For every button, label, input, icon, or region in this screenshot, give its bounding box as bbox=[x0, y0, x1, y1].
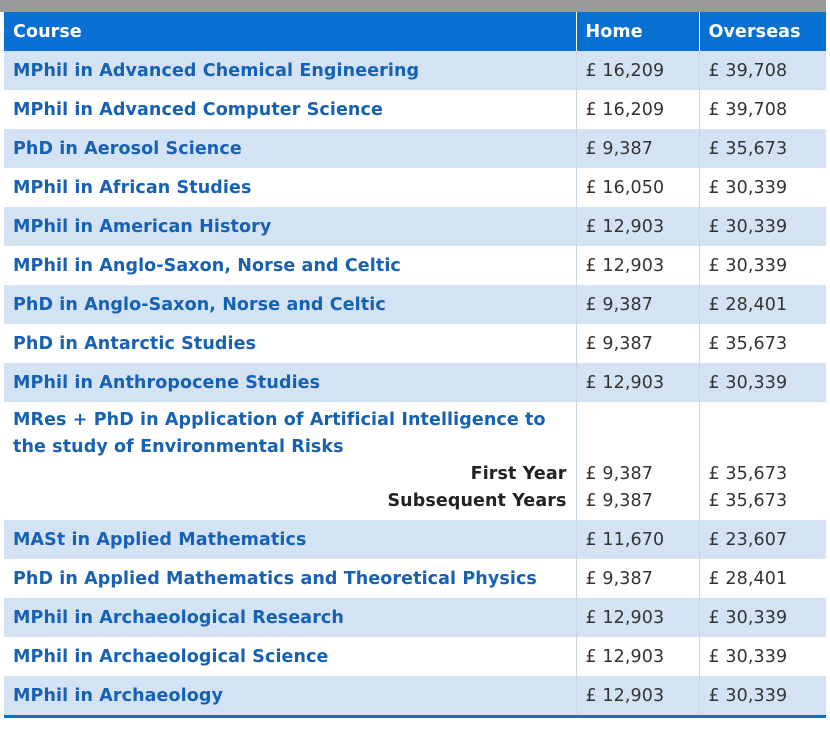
overseas-fee: £ 35,673 bbox=[699, 129, 826, 168]
home-fee: £ 11,670 bbox=[576, 520, 700, 559]
home-fee: £ 16,209 bbox=[576, 51, 700, 90]
column-header-course[interactable]: Course bbox=[4, 12, 577, 51]
table-row: MPhil in American History £ 12,903 £ 30,… bbox=[4, 207, 826, 246]
table-row: MPhil in Archaeology £ 12,903 £ 30,339 bbox=[4, 676, 826, 718]
overseas-fee: £ 30,339 bbox=[699, 207, 826, 246]
table-row: PhD in Aerosol Science £ 9,387 £ 35,673 bbox=[4, 129, 826, 168]
course-link[interactable]: MPhil in Anglo-Saxon, Norse and Celtic bbox=[4, 246, 577, 285]
table-row-multi-year: MRes + PhD in Application of Artificial … bbox=[4, 402, 826, 520]
table-row: PhD in Anglo-Saxon, Norse and Celtic £ 9… bbox=[4, 285, 826, 324]
table-row: MPhil in Archaeological Science £ 12,903… bbox=[4, 637, 826, 676]
course-link[interactable]: PhD in Aerosol Science bbox=[4, 129, 577, 168]
home-fee: £ 9,387 bbox=[576, 324, 700, 363]
course-link[interactable]: PhD in Anglo-Saxon, Norse and Celtic bbox=[4, 285, 577, 324]
home-fee: £ 9,387 bbox=[576, 129, 700, 168]
home-fee: £ 16,209 bbox=[576, 90, 700, 129]
course-link[interactable]: MASt in Applied Mathematics bbox=[4, 520, 577, 559]
course-link[interactable]: MPhil in Advanced Chemical Engineering bbox=[4, 51, 577, 90]
overseas-fee: £ 28,401 bbox=[708, 568, 788, 589]
overseas-fee: £ 30,339 bbox=[699, 598, 826, 637]
cell-spacer bbox=[586, 407, 690, 461]
course-link[interactable]: PhD in Antarctic Studies bbox=[4, 324, 577, 363]
course-link[interactable]: MRes + PhD in Application of Artificial … bbox=[13, 410, 546, 457]
table-row: PhD in Antarctic Studies £ 9,387 £ 35,67… bbox=[4, 324, 826, 363]
home-fee: £ 12,903 bbox=[576, 637, 700, 676]
table-row: MPhil in Advanced Computer Science £ 16,… bbox=[4, 90, 826, 129]
year-label-subsequent: Subsequent Years bbox=[387, 491, 567, 511]
overseas-fee: £ 30,339 bbox=[699, 676, 826, 718]
course-link[interactable]: MPhil in Advanced Computer Science bbox=[4, 90, 577, 129]
home-fee: £ 12,903 bbox=[576, 363, 700, 402]
year-label-first: First Year bbox=[470, 464, 567, 484]
top-bar bbox=[0, 0, 826, 12]
table-row: MPhil in Anthropocene Studies £ 12,903 £… bbox=[4, 363, 826, 402]
course-link[interactable]: MPhil in Anthropocene Studies bbox=[4, 363, 577, 402]
table-row: MPhil in Anglo-Saxon, Norse and Celtic £… bbox=[4, 246, 826, 285]
table-row: MPhil in Archaeological Research £ 12,90… bbox=[4, 598, 826, 637]
home-fee: £ 12,903 bbox=[576, 676, 700, 718]
home-fee: £ 16,050 bbox=[576, 168, 700, 207]
home-fee: £ 12,903 bbox=[576, 207, 700, 246]
course-link[interactable]: MPhil in American History bbox=[4, 207, 577, 246]
overseas-fee: £ 39,708 bbox=[708, 99, 788, 120]
course-link[interactable]: MPhil in Archaeological Science bbox=[4, 637, 577, 676]
home-fee: £ 9,387 bbox=[576, 285, 700, 324]
table-row: MPhil in Advanced Chemical Engineering £… bbox=[4, 51, 826, 90]
overseas-fee: £ 39,708 bbox=[699, 51, 826, 90]
column-header-overseas[interactable]: Overseas bbox=[699, 12, 826, 51]
fees-table: Course Home Overseas MPhil in Advanced C… bbox=[4, 12, 826, 718]
overseas-fee: £ 35,673 bbox=[708, 491, 788, 511]
overseas-fee: £ 23,607 bbox=[699, 520, 826, 559]
overseas-fee-cell: £ 35,673 £ 35,673 bbox=[699, 402, 826, 520]
cell-spacer bbox=[709, 407, 818, 461]
home-fee: £ 12,903 bbox=[576, 246, 700, 285]
overseas-fee: £ 35,673 bbox=[708, 333, 788, 354]
column-header-home[interactable]: Home bbox=[576, 12, 700, 51]
home-fee: £ 9,387 bbox=[585, 491, 653, 511]
overseas-fee: £ 30,339 bbox=[708, 255, 788, 276]
table-row: MASt in Applied Mathematics £ 11,670 £ 2… bbox=[4, 520, 826, 559]
course-link[interactable]: MPhil in African Studies bbox=[4, 168, 577, 207]
table-row: MPhil in African Studies £ 16,050 £ 30,3… bbox=[4, 168, 826, 207]
table-row: PhD in Applied Mathematics and Theoretic… bbox=[4, 559, 826, 598]
overseas-fee: £ 35,673 bbox=[708, 464, 788, 484]
overseas-fee: £ 30,339 bbox=[708, 646, 788, 667]
home-fee: £ 9,387 bbox=[585, 464, 653, 484]
course-link[interactable]: PhD in Applied Mathematics and Theoretic… bbox=[4, 559, 577, 598]
home-fee-cell: £ 9,387 £ 9,387 bbox=[576, 402, 700, 520]
table-header-row: Course Home Overseas bbox=[4, 12, 826, 51]
course-link[interactable]: MPhil in Archaeology bbox=[4, 676, 577, 718]
overseas-fee: £ 30,339 bbox=[708, 177, 788, 198]
home-fee: £ 9,387 bbox=[576, 559, 700, 598]
overseas-fee: £ 30,339 bbox=[699, 363, 826, 402]
course-cell: MRes + PhD in Application of Artificial … bbox=[4, 402, 577, 520]
overseas-fee: £ 28,401 bbox=[699, 285, 826, 324]
course-link[interactable]: MPhil in Archaeological Research bbox=[4, 598, 577, 637]
home-fee: £ 12,903 bbox=[576, 598, 700, 637]
